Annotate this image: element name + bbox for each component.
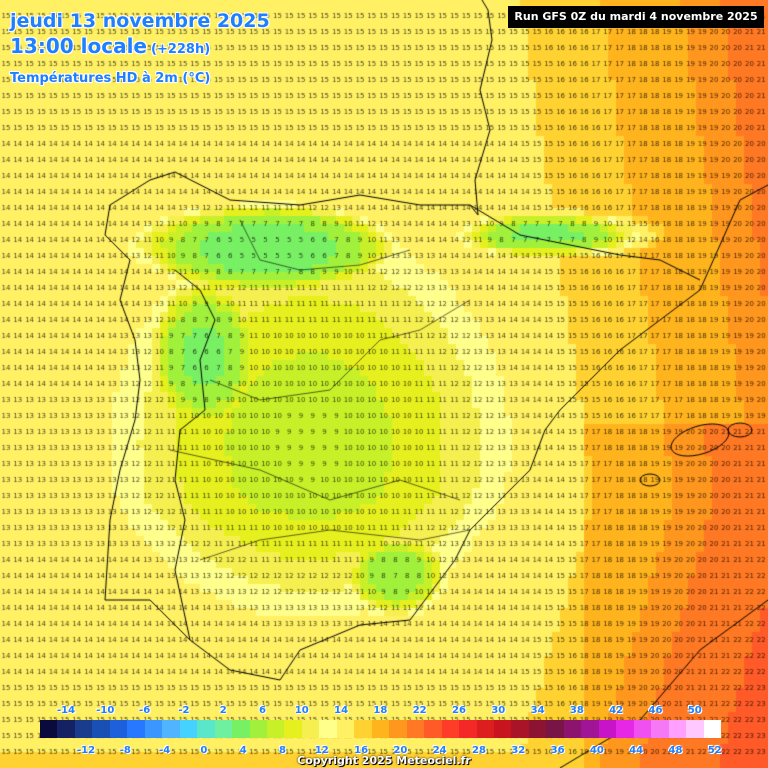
legend-tick-label: 34 — [530, 705, 545, 716]
legend-tick-label: 20 — [393, 745, 408, 756]
forecast-offset: (+228h) — [151, 42, 211, 57]
legend-tick-label: 6 — [259, 705, 266, 716]
legend-swatch — [528, 720, 547, 738]
legend-tick-label: 0 — [200, 745, 208, 756]
legend-swatch — [581, 720, 600, 738]
legend-tick-label: 16 — [354, 745, 369, 756]
legend-tick-label: 48 — [668, 745, 683, 756]
copyright: Copyright 2025 Meteociel.fr — [297, 754, 471, 767]
legend-swatch — [336, 720, 355, 738]
legend-swatch — [424, 720, 443, 738]
legend-tick-label: 52 — [707, 745, 722, 756]
legend-tick-label: 12 — [314, 745, 329, 756]
legend-swatch — [354, 720, 373, 738]
legend-tick-label: 18 — [373, 705, 388, 716]
legend-swatch — [476, 720, 495, 738]
legend-tick-label: -14 — [56, 705, 76, 716]
legend-swatch — [144, 720, 163, 738]
legend-tick-label: -12 — [76, 745, 96, 756]
legend-swatch — [197, 720, 216, 738]
legend-tick-label: -4 — [159, 745, 171, 756]
legend-swatch — [127, 720, 146, 738]
legend-swatch — [249, 720, 268, 738]
legend-swatch — [441, 720, 460, 738]
legend-swatch — [651, 720, 670, 738]
legend-tick-label: -8 — [119, 745, 131, 756]
legend-tick-label: 42 — [609, 705, 624, 716]
legend-swatch — [598, 720, 617, 738]
forecast-time: 13:00 locale (+228h) — [10, 34, 210, 58]
legend-swatch — [459, 720, 478, 738]
legend-tick-label: 26 — [452, 705, 466, 716]
legend-swatch — [546, 720, 565, 738]
legend-swatch — [109, 720, 128, 738]
legend-swatch — [179, 720, 198, 738]
legend-swatch — [214, 720, 233, 738]
legend-swatch — [668, 720, 687, 738]
legend-tick-label: 14 — [334, 705, 349, 716]
legend-tick-label: 2 — [219, 705, 227, 716]
legend-tick-label: 24 — [432, 745, 447, 756]
legend-tick-label: 50 — [687, 705, 702, 716]
legend-tick-label: 4 — [239, 745, 247, 756]
legend-tick-label: 40 — [589, 745, 604, 756]
legend-swatch — [494, 720, 512, 738]
legend-swatch — [319, 720, 338, 738]
legend-swatch — [633, 720, 652, 738]
legend-swatch — [40, 720, 58, 738]
legend-tick-label: 44 — [629, 745, 644, 756]
legend-swatch — [616, 720, 635, 738]
legend-tick-label: 22 — [412, 705, 427, 716]
legend-swatch — [232, 720, 251, 738]
legend-swatch — [686, 720, 705, 738]
forecast-date: jeudi 13 novembre 2025 — [10, 10, 270, 32]
legend-swatch — [563, 720, 582, 738]
legend-tick-label: 28 — [472, 745, 486, 756]
legend-swatch — [301, 720, 320, 738]
legend-tick-label: 10 — [294, 705, 309, 716]
legend-swatch — [162, 720, 181, 738]
legend-swatch — [389, 720, 408, 738]
legend-tick-label: 38 — [569, 705, 584, 716]
run-banner: Run GFS 0Z du mardi 4 novembre 2025 — [508, 6, 764, 28]
legend-swatch — [371, 720, 390, 738]
legend-tick-label: 46 — [648, 705, 663, 716]
forecast-time-label: 13:00 locale — [10, 34, 147, 58]
legend-swatch — [74, 720, 93, 738]
parameter-label: Températures HD à 2m (°C) — [10, 71, 211, 86]
legend-tick-label: 36 — [550, 745, 565, 756]
legend-tick-label: 30 — [491, 705, 506, 716]
legend-tick-label: 8 — [279, 745, 286, 756]
legend-swatch — [511, 720, 530, 738]
color-legend — [40, 720, 722, 738]
legend-swatch — [406, 720, 425, 738]
legend-swatch — [703, 720, 722, 738]
legend-tick-label: -2 — [178, 705, 190, 716]
legend-tick-label: -6 — [139, 705, 151, 716]
legend-swatch — [57, 720, 76, 738]
legend-swatch — [267, 720, 285, 738]
legend-swatch — [284, 720, 303, 738]
legend-swatch — [92, 720, 111, 738]
legend-tick-label: -10 — [96, 705, 115, 716]
legend-tick-label: 32 — [511, 745, 526, 756]
